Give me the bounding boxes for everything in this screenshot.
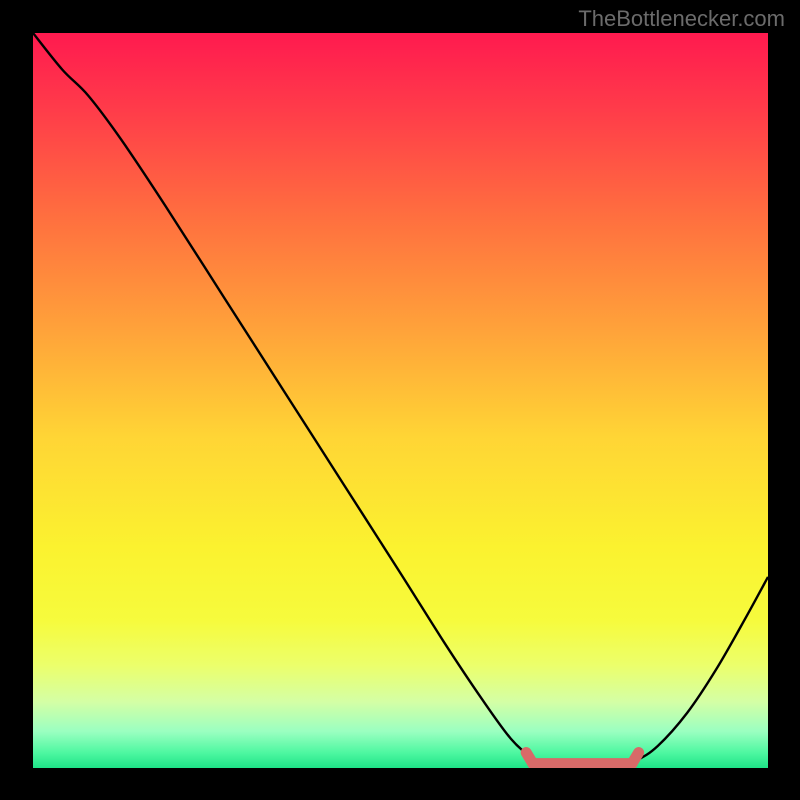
chart-stage: TheBottlenecker.com: [0, 0, 800, 800]
plot-area: [33, 33, 768, 768]
watermark-text: TheBottlenecker.com: [578, 6, 785, 32]
gradient-background: [33, 33, 768, 768]
plot-svg: [33, 33, 768, 768]
